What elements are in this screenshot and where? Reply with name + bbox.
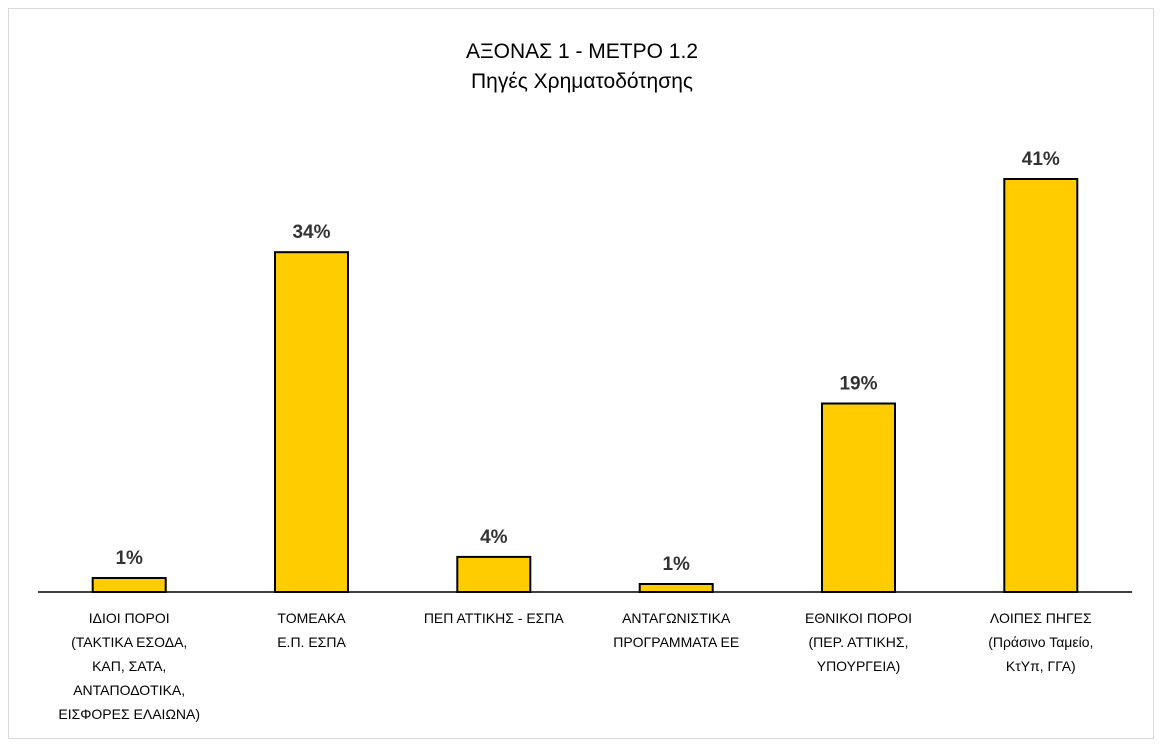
bar-4 xyxy=(638,583,714,593)
category-label-5-line-2: (ΠΕΡ. ΑΤΤΙΚΗΣ, xyxy=(809,634,909,650)
category-label-2: ΤΟΜΕΑΚΑ Ε.Π. ΕΣΠΑ xyxy=(277,610,346,650)
data-label-4: 1% xyxy=(662,554,690,575)
category-label-5-line-1: ΕΘΝΙΚΟΙ ΠΟΡΟΙ xyxy=(805,610,912,626)
category-label-4-line-2: ΠΡΟΓΡΑΜΜΑΤΑ ΕΕ xyxy=(613,634,739,650)
bar-6 xyxy=(1003,178,1079,593)
data-label-3: 4% xyxy=(480,527,508,548)
category-label-5-line-3: ΥΠΟΥΡΓΕΙΑ) xyxy=(817,658,901,674)
category-label-5: ΕΘΝΙΚΟΙ ΠΟΡΟΙ (ΠΕΡ. ΑΤΤΙΚΗΣ, ΥΠΟΥΡΓΕΙΑ) xyxy=(805,610,912,674)
category-label-6-line-1: ΛΟΙΠΕΣ ΠΗΓΕΣ xyxy=(990,610,1092,626)
chart-title: ΑΞΟΝΑΣ 1 - ΜΕΤΡΟ 1.2 Πηγές Χρηματοδότηση… xyxy=(9,37,1155,97)
category-label-6: ΛΟΙΠΕΣ ΠΗΓΕΣ (Πράσινο Ταμείο, ΚτΥπ, ΓΓΑ) xyxy=(988,610,1093,674)
bar-5 xyxy=(821,402,896,593)
category-label-3: ΠΕΠ ΑΤΤΙΚΗΣ - ΕΣΠΑ xyxy=(424,610,565,626)
category-label-1-line-4: ΑΝΤΑΠΟΔΟΤΙΚΑ, xyxy=(73,682,185,698)
category-label-6-line-2: (Πράσινο Ταμείο, xyxy=(988,634,1093,650)
bar-3 xyxy=(456,555,532,594)
category-label-2-line-1: ΤΟΜΕΑΚΑ xyxy=(277,610,346,626)
bar-plot: 1% ΙΔΙΟΙ ΠΟΡΟΙ (ΤΑΚΤΙΚΑ ΕΣΟΔΑ, ΚΑΠ, ΣΑΤΑ, ΑΝ… xyxy=(38,149,1132,722)
category-label-2-line-2: Ε.Π. ΕΣΠΑ xyxy=(277,634,346,650)
category-label-1-line-3: ΚΑΠ, ΣΑΤΑ, xyxy=(92,658,166,674)
category-label-4-line-1: ΑΝΤΑΓΩΝΙΣΤΙΚΑ xyxy=(622,610,731,626)
data-label-6: 41% xyxy=(1022,149,1060,170)
category-label-1-line-2: (ΤΑΚΤΙΚΑ ΕΣΟΔΑ, xyxy=(71,634,187,650)
bar-2 xyxy=(274,251,349,593)
category-label-1-line-5: ΕΙΣΦΟΡΕΣ ΕΛΑΙΩΝΑ) xyxy=(58,706,200,722)
chart-title-line-1: ΑΞΟΝΑΣ 1 - ΜΕΤΡΟ 1.2 xyxy=(465,40,698,63)
category-label-6-line-3: ΚτΥπ, ΓΓΑ) xyxy=(1006,658,1076,674)
data-label-2: 34% xyxy=(292,222,330,243)
chart-title-line-2: Πηγές Χρηματοδότησης xyxy=(470,70,694,93)
bar-1 xyxy=(91,577,167,593)
category-label-1: ΙΔΙΟΙ ΠΟΡΟΙ (ΤΑΚΤΙΚΑ ΕΣΟΔΑ, ΚΑΠ, ΣΑΤΑ, ΑΝΤΑ… xyxy=(58,610,200,722)
category-label-1-line-1: ΙΔΙΟΙ ΠΟΡΟΙ xyxy=(89,610,170,626)
chart-area: ΑΞΟΝΑΣ 1 - ΜΕΤΡΟ 1.2 Πηγές Χρηματοδότηση… xyxy=(8,8,1154,739)
category-label-4: ΑΝΤΑΓΩΝΙΣΤΙΚΑ ΠΡΟΓΡΑΜΜΑΤΑ ΕΕ xyxy=(613,610,739,650)
data-label-5: 19% xyxy=(839,374,877,395)
data-label-1: 1% xyxy=(115,548,143,569)
category-label-3-line-1: ΠΕΠ ΑΤΤΙΚΗΣ - ΕΣΠΑ xyxy=(424,610,565,626)
